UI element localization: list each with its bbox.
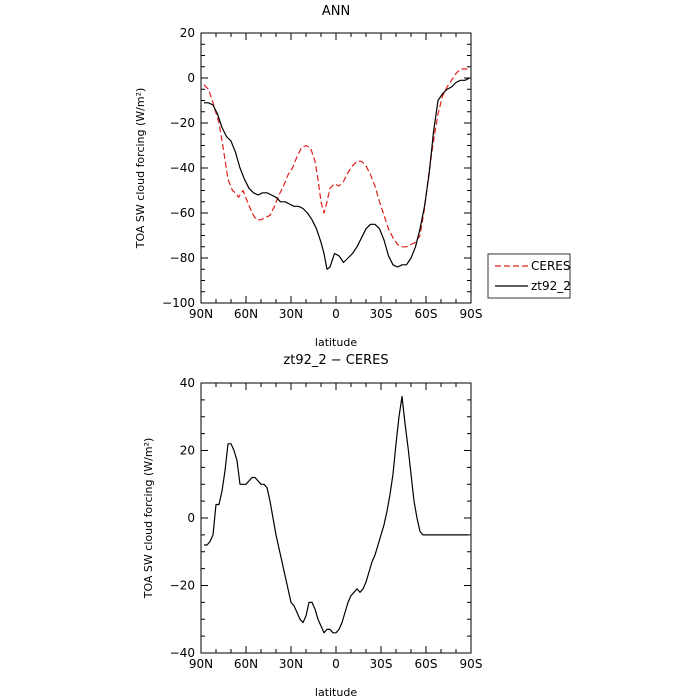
legend-box bbox=[487, 253, 571, 299]
top-x-tick-label: 90N bbox=[189, 307, 213, 321]
legend: CERES zt92_2 bbox=[487, 253, 571, 299]
bottom-y-axis-label: TOA SW cloud forcing (W/m²) bbox=[142, 438, 155, 600]
bottom-axis-ticks: 90N 60N 30N 0 30S 60S 90S −40 −20 0 20 40 bbox=[170, 376, 483, 671]
top-plot-frame bbox=[200, 32, 472, 304]
top-y-tick-label: −20 bbox=[170, 116, 195, 130]
top-x-tick-label: 90S bbox=[460, 307, 483, 321]
bottom-x-tick-label: 30N bbox=[279, 657, 303, 671]
top-x-axis-label: latitude bbox=[315, 336, 357, 349]
top-panel: ANN 90N 60N 30N 0 30S 60S 90S −100 −80 −60 −40 −20 0… bbox=[134, 4, 571, 349]
bottom-x-tick-label: 60S bbox=[415, 657, 438, 671]
top-y-tick-label: −40 bbox=[170, 161, 195, 175]
bottom-y-tick-label: 0 bbox=[187, 511, 195, 525]
top-y-tick-label: −100 bbox=[162, 296, 195, 310]
bottom-x-tick-label: 60N bbox=[234, 657, 258, 671]
bottom-panel: zt92_2 − CERES 90N 60N 30N 0 30S 60S 90S −40 −20… bbox=[142, 353, 482, 699]
top-x-tick-label: 60N bbox=[234, 307, 258, 321]
bottom-x-tick-label: 0 bbox=[332, 657, 340, 671]
top-y-tick-label: 20 bbox=[180, 26, 195, 40]
bottom-series-lines bbox=[204, 395, 468, 634]
top-x-tick-label: 0 bbox=[332, 307, 340, 321]
top-axis-ticks: 90N 60N 30N 0 30S 60S 90S −100 −80 −60 −40 −20 0 20 bbox=[162, 26, 482, 321]
top-y-axis-label: TOA SW cloud forcing (W/m²) bbox=[134, 88, 147, 250]
top-series-lines bbox=[203, 68, 470, 270]
top-x-tick-label: 30N bbox=[279, 307, 303, 321]
top-x-tick-label: 30S bbox=[370, 307, 393, 321]
bottom-y-tick-label: −20 bbox=[170, 579, 195, 593]
top-series-line-ceres bbox=[203, 68, 470, 248]
bottom-plot-frame bbox=[200, 382, 472, 654]
bottom-x-axis-label: latitude bbox=[315, 686, 357, 699]
bottom-y-tick-label: 20 bbox=[180, 444, 195, 458]
bottom-y-tick-label: 40 bbox=[180, 376, 195, 390]
bottom-series-line-difference bbox=[204, 395, 468, 634]
bottom-x-tick-label: 90N bbox=[189, 657, 213, 671]
top-y-tick-label: −60 bbox=[170, 206, 195, 220]
top-series-line-zt92-2 bbox=[204, 77, 470, 270]
legend-label-zt92-2: zt92_2 bbox=[531, 279, 571, 293]
bottom-x-tick-label: 30S bbox=[370, 657, 393, 671]
top-y-tick-label: 0 bbox=[187, 71, 195, 85]
top-x-tick-label: 60S bbox=[415, 307, 438, 321]
top-y-tick-label: −80 bbox=[170, 251, 195, 265]
legend-label-ceres: CERES bbox=[531, 259, 571, 273]
bottom-x-tick-label: 90S bbox=[460, 657, 483, 671]
bottom-chart-title: zt92_2 − CERES bbox=[283, 353, 388, 368]
bottom-y-tick-label: −40 bbox=[170, 646, 195, 660]
top-chart-title: ANN bbox=[322, 4, 350, 19]
